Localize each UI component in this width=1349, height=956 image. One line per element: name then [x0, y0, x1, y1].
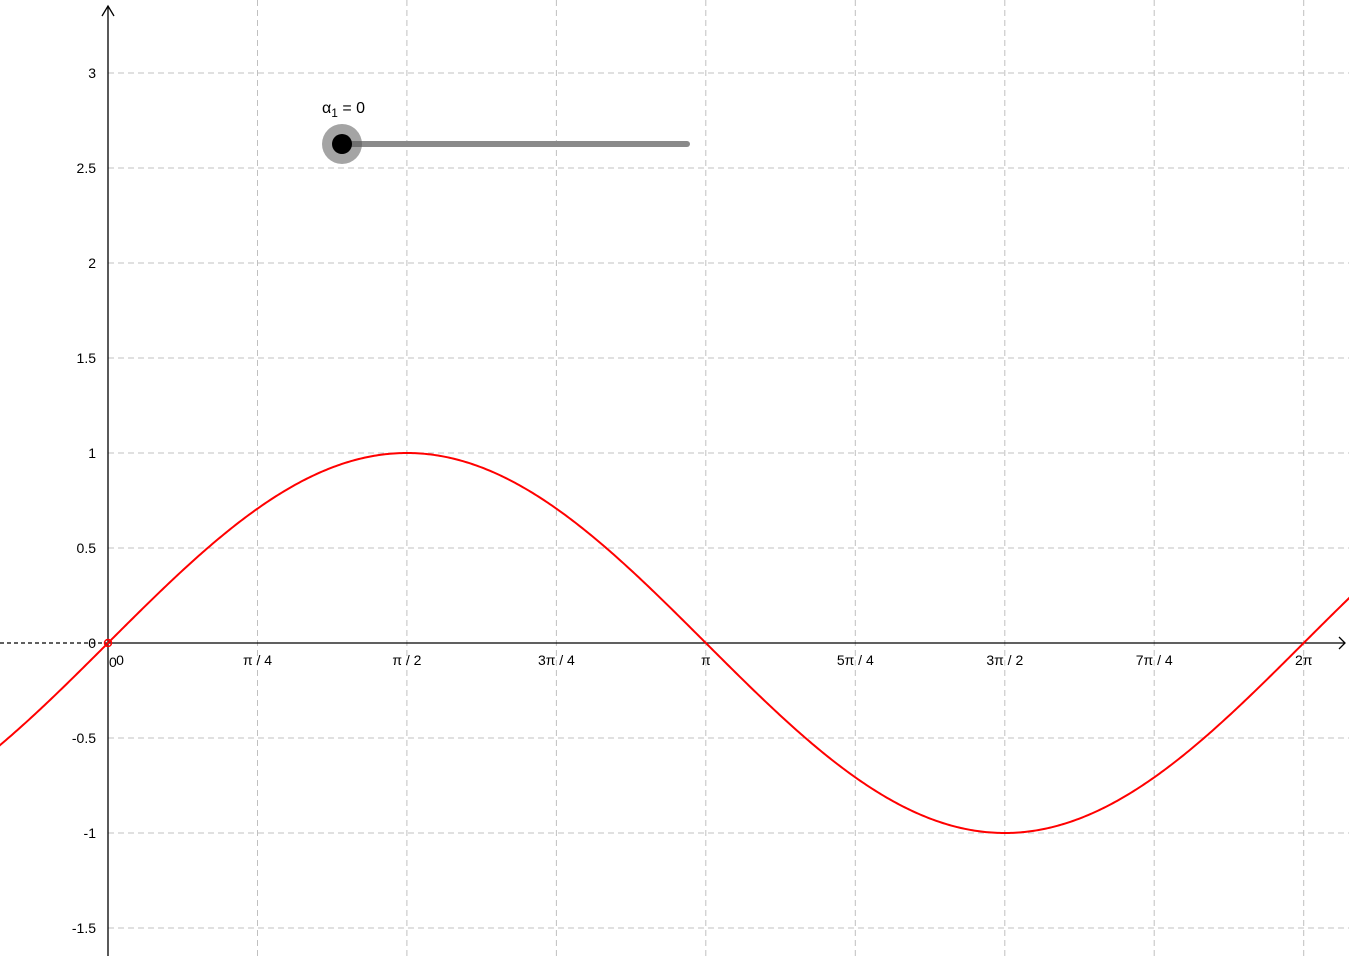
origin-point-marker[interactable] [103, 638, 113, 648]
y-tick-label-3: 1.5 [77, 350, 97, 366]
x-tick-label-1: π / 4 [243, 652, 272, 668]
x-tick-label-0: 0 [116, 652, 124, 668]
y-tick-label-8: -1 [84, 825, 97, 841]
alpha-slider[interactable]: α1 = 0 [322, 100, 702, 170]
y-axis-arrow [101, 4, 115, 17]
origin-point[interactable]: 0 [103, 638, 118, 671]
origin-point-label: 0 [109, 654, 117, 670]
x-tick-label-8: 2π [1295, 652, 1313, 668]
y-tick-label-6: 0 [88, 635, 96, 651]
y-tick-label-9: -1.5 [72, 920, 96, 936]
slider-knob[interactable] [332, 134, 352, 154]
slider-track[interactable] [340, 141, 690, 147]
axes [0, 4, 1346, 956]
x-tick-label-4: π [701, 652, 711, 668]
slider-subscript: 1 [331, 106, 338, 121]
slider-value-text: = 0 [342, 100, 366, 117]
y-tick-label-2: 2 [88, 255, 96, 271]
x-axis-arrow [1338, 636, 1346, 650]
horizontal-gridlines [108, 72, 1349, 929]
x-tick-label-3: 3π / 4 [538, 652, 575, 668]
y-tick-labels: 3 2.5 2 1.5 1 0.5 0 -0.5 -1 -1.5 [72, 65, 96, 936]
y-tick-label-4: 1 [88, 445, 96, 461]
x-tick-labels: 0 π / 4 π / 2 3π / 4 π 5π / 4 3π / 2 7π / 4 2π [116, 652, 1313, 668]
x-tick-label-7: 7π / 4 [1136, 652, 1173, 668]
y-tick-label-0: 3 [88, 65, 96, 81]
slider-variable: α [322, 100, 332, 117]
curves[interactable] [0, 451, 1349, 835]
x-tick-label-5: 5π / 4 [837, 652, 874, 668]
y-tick-label-7: -0.5 [72, 730, 96, 746]
slider-label: α1 = 0 [322, 100, 365, 120]
x-tick-label-2: π / 2 [392, 652, 421, 668]
y-tick-label-5: 0.5 [77, 540, 97, 556]
sine-curve[interactable] [0, 451, 1349, 835]
x-tick-label-6: 3π / 2 [986, 652, 1023, 668]
y-tick-label-1: 2.5 [77, 160, 97, 176]
